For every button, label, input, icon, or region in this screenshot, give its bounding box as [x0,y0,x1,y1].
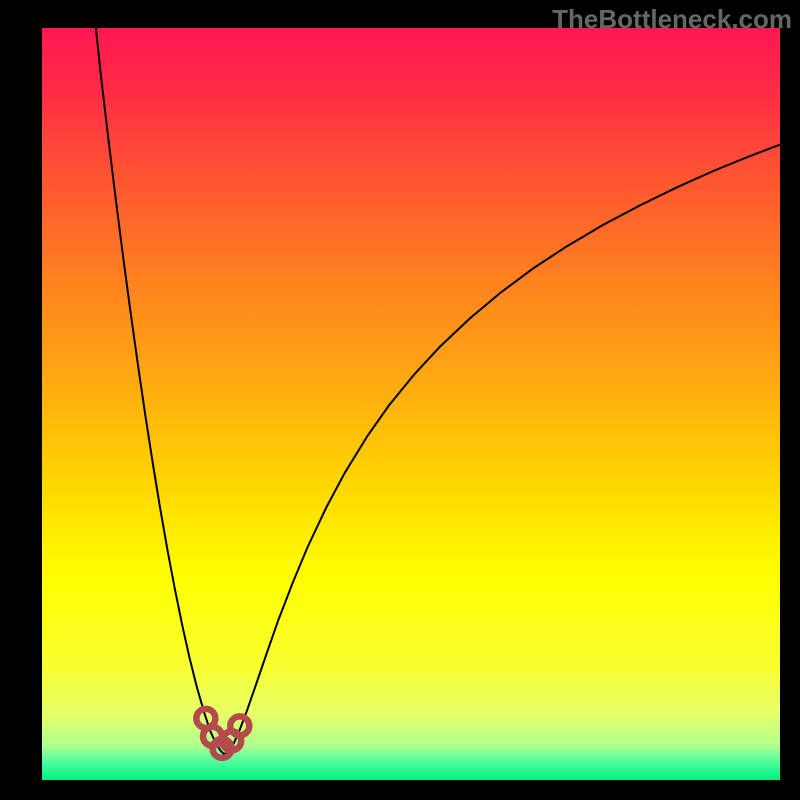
chart-plot-area [42,28,780,780]
chart-svg [42,28,780,780]
gradient-background [42,28,780,780]
outer-frame: TheBottleneck.com [0,0,800,800]
watermark-text: TheBottleneck.com [552,4,792,35]
